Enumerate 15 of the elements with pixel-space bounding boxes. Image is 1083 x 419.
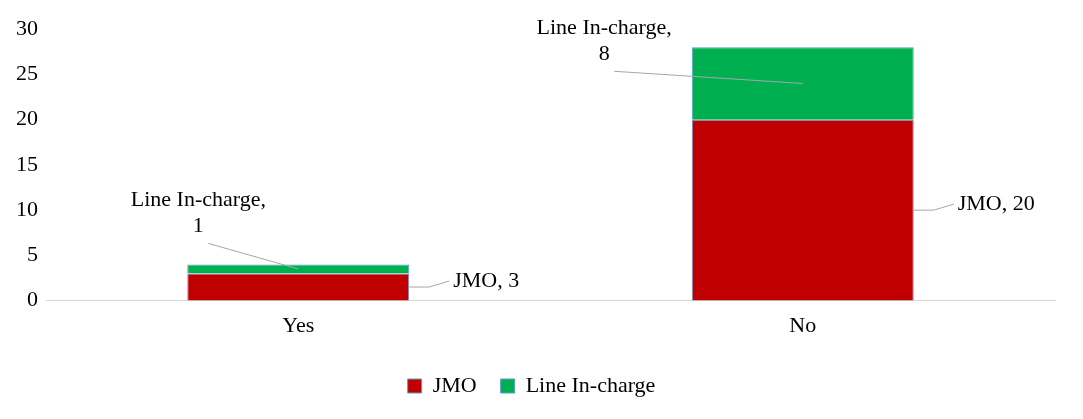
data-label: Line In-charge, 8 [536,14,672,66]
y-tick-label: 5 [27,241,38,267]
y-tick-label: 0 [27,286,38,312]
x-tick-label: No [789,311,817,337]
y-tick-label: 15 [16,150,38,176]
y-tick-label: 20 [16,105,38,131]
data-label: JMO, 20 [957,189,1035,215]
y-tick-label: 25 [16,60,38,86]
y-tick-label: 10 [16,195,38,221]
x-tick-label: Yes [282,311,315,337]
legend-label: Line In-charge [525,371,656,397]
data-label: Line In-charge, 1 [130,186,266,238]
y-tick-label: 30 [16,14,38,40]
data-label: JMO, 3 [453,266,520,292]
legend-label: JMO [432,371,477,397]
